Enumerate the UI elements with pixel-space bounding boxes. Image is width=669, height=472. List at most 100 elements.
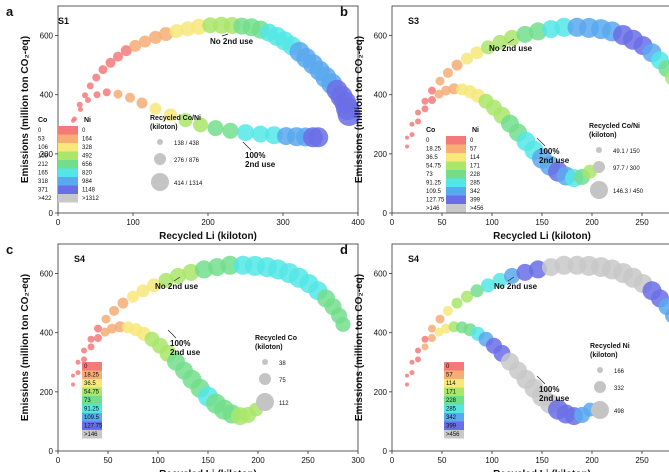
x-tick-label: 200 [201, 218, 215, 227]
size-legend-label: 97.7 / 300 [613, 166, 640, 172]
legend-co-value: 18.25 [426, 147, 442, 153]
legend-swatch [446, 195, 466, 204]
data-point [207, 120, 224, 137]
panel-letter: a [6, 4, 14, 19]
annotation-100-percent: 100% [539, 147, 559, 156]
x-tick-label: 250 [635, 456, 649, 465]
data-point [415, 118, 421, 125]
legend-value: 73 [84, 398, 91, 404]
data-point [415, 347, 421, 354]
data-point [441, 85, 451, 96]
legend-swatch [444, 379, 464, 388]
legend-ni-value: 114 [470, 155, 480, 161]
y-axis-label: Emissions (million ton CO₂-eq) [20, 274, 31, 421]
data-point [71, 373, 75, 378]
data-point [443, 305, 453, 316]
data-point [451, 59, 463, 71]
data-point [139, 35, 151, 48]
size-legend-circle [256, 393, 274, 411]
color-legend: Co Ni 0 18.25 36.5 54.75 73 91.25 109.5 127.75 >14… [426, 127, 484, 213]
legend-co-value: 54.75 [426, 164, 442, 170]
data-point [405, 373, 409, 378]
x-axis-label: Recycled Li (kiloton) [493, 469, 591, 472]
legend-swatch [446, 144, 466, 153]
legend-value: 342 [446, 415, 457, 421]
panel-d: 0 50 100 150 200 250 300 0 200 400 600 Recycled Li … [340, 242, 669, 472]
legend-ni-value: 0 [470, 138, 474, 144]
data-point [81, 347, 87, 354]
size-legend-unit: (kiloton) [255, 344, 283, 351]
legend-co-value: >146 [426, 206, 440, 212]
x-tick-label: 0 [56, 218, 61, 227]
data-point [428, 86, 436, 95]
legend-swatch [446, 161, 466, 170]
data-point [554, 255, 574, 275]
legend-value: 0 [446, 364, 450, 370]
x-axis-label: Recycled Li (kiloton) [493, 231, 591, 242]
legend-ni-value: >1312 [82, 196, 100, 202]
legend-swatch [82, 396, 102, 405]
data-point [85, 97, 91, 104]
size-legend-title: Recycled Co/Ni [150, 115, 201, 122]
data-point [492, 272, 508, 288]
data-point [169, 24, 184, 39]
data-point [470, 46, 484, 60]
annotation-leader [536, 375, 546, 385]
data-point [109, 305, 119, 316]
legend-swatch [444, 387, 464, 396]
size-legend-circle [157, 139, 163, 145]
panel-letter: d [340, 242, 348, 257]
data-point [164, 108, 177, 122]
size-legend-label: 276 / 876 [174, 158, 200, 164]
size-legend-circle [597, 367, 603, 373]
data-point [76, 101, 83, 108]
legend-swatch [444, 413, 464, 422]
annotation-2nd-use: 2nd use [539, 156, 570, 165]
data-point [87, 343, 95, 351]
panel-letter: c [6, 242, 13, 257]
legend-swatch [446, 204, 466, 213]
x-tick-label: 200 [585, 218, 599, 227]
data-point [107, 323, 117, 334]
data-point [136, 97, 148, 109]
legend-swatch [444, 430, 464, 439]
data-point [308, 127, 329, 148]
legend-co-value: 371 [38, 188, 49, 194]
legend-header-ni: Ni [472, 127, 479, 134]
series-full-2nd-use [71, 88, 329, 148]
data-point [158, 272, 174, 288]
series-no-2nd-use [67, 16, 361, 136]
x-tick-label: 50 [438, 218, 447, 227]
annotation-leader [507, 38, 515, 44]
data-point [428, 324, 436, 333]
annotation-leader [242, 141, 252, 151]
legend-swatch [82, 404, 102, 413]
legend-swatch [58, 194, 78, 203]
size-legend-circle [594, 381, 606, 393]
x-tick-label: 150 [535, 218, 549, 227]
y-axis-label: Emissions (million ton CO₂-eq) [354, 36, 365, 183]
size-legend-label: 332 [614, 386, 625, 392]
data-point [504, 267, 520, 284]
data-point [170, 267, 186, 284]
series-no-2nd-use [405, 255, 669, 378]
data-point [451, 297, 463, 309]
data-point [421, 335, 429, 343]
x-tick-label: 100 [485, 456, 499, 465]
data-point [75, 370, 81, 376]
y-tick-label: 600 [40, 270, 54, 279]
size-legend-label: 112 [279, 401, 289, 407]
data-point [71, 382, 75, 387]
size-legend-circle [154, 153, 166, 165]
size-legend-circle [591, 401, 609, 419]
data-point [93, 91, 101, 99]
data-point [658, 298, 669, 316]
scenario-label: S4 [408, 254, 419, 264]
legend-ni-value: 285 [470, 181, 481, 187]
legend-value: 0 [84, 364, 88, 370]
x-tick-label: 400 [351, 218, 365, 227]
legend-swatch [446, 153, 466, 162]
size-legend-unit: (kiloton) [589, 132, 617, 139]
data-point [94, 324, 102, 333]
